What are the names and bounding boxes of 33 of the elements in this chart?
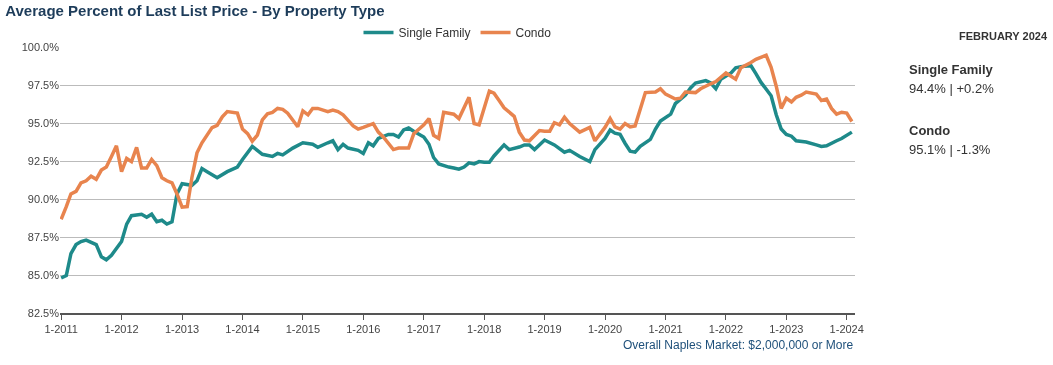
text: 94.4% | +0.2% — [909, 81, 995, 96]
text: Single Family — [909, 62, 994, 77]
chart-title: Average Percent of Last List Price - By Property Type — [5, 1, 385, 19]
text: FEBRUARY 2024 — [959, 30, 1048, 42]
legend-label: Condo — [515, 26, 552, 41]
x-tick-label: 1-2015 — [285, 323, 321, 336]
x-tick-label: 1-2018 — [467, 323, 502, 336]
y-tick-label: 95.0% — [27, 116, 60, 129]
y-tick-label: 82.5% — [27, 306, 60, 319]
line-series — [60, 53, 854, 221]
x-tick-label: 1-2023 — [769, 323, 804, 336]
y-tick-label: 100.0% — [21, 40, 60, 53]
x-tick-label: 1-2024 — [829, 323, 864, 336]
x-tick-label: 1-2014 — [225, 323, 260, 336]
x-tick-label: 1-2022 — [708, 323, 744, 336]
y-tick-label: 90.0% — [27, 192, 60, 205]
legend-label: Single Family — [398, 26, 471, 41]
y-tick-label: 87.5% — [27, 230, 60, 243]
x-tick-label: 1-2013 — [164, 323, 200, 336]
y-tick-label: 97.5% — [27, 78, 60, 91]
y-tick-label: 85.0% — [27, 268, 60, 281]
text: Overall Naples Market: $2,000,000 or More — [623, 338, 854, 352]
line-series — [60, 63, 854, 280]
x-tick-label: 1-2017 — [406, 323, 441, 336]
x-tick-label: 1-2019 — [527, 323, 562, 336]
x-tick-label: 1-2012 — [104, 323, 139, 336]
x-tick-label: 1-2021 — [648, 323, 683, 336]
text: 95.1% | -1.3% — [909, 142, 991, 157]
y-tick-label: 92.5% — [27, 154, 60, 167]
x-tick-label: 1-2011 — [44, 323, 78, 336]
x-tick-label: 1-2020 — [587, 323, 623, 336]
text: Condo — [909, 123, 951, 138]
x-tick-label: 1-2016 — [346, 323, 381, 336]
